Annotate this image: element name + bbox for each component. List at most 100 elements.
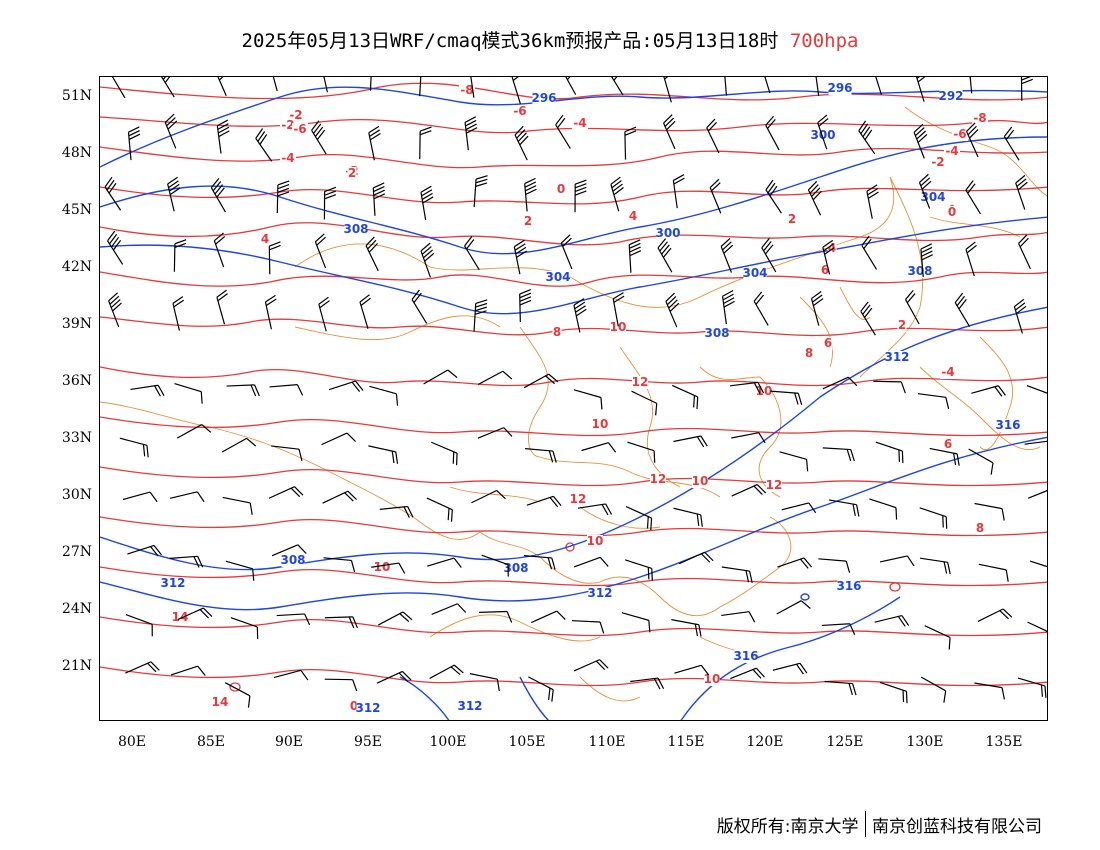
wind-barb bbox=[721, 290, 735, 325]
geopotential-label: 312 bbox=[160, 576, 185, 590]
longitude-label: 115E bbox=[667, 734, 705, 750]
geopotential-label: 304 bbox=[920, 190, 945, 204]
contour-label-background bbox=[897, 319, 907, 332]
wind-barb bbox=[822, 239, 835, 275]
temperature-label: -4 bbox=[281, 151, 294, 165]
contour-label-background bbox=[734, 650, 758, 663]
wind-barb bbox=[221, 437, 257, 453]
chart-title: 2025年05月13日WRF/cmaq模式36km预报产品:05月13日18时 … bbox=[0, 26, 1100, 53]
wind-barb bbox=[965, 241, 977, 277]
wind-barb bbox=[924, 625, 951, 650]
wind-barb bbox=[276, 180, 290, 213]
latitude-label: 39N bbox=[61, 316, 92, 332]
wind-barb bbox=[217, 77, 227, 96]
wind-barb bbox=[824, 680, 857, 696]
contour-label-background bbox=[939, 90, 963, 103]
wind-barb bbox=[268, 486, 304, 499]
geopotential-label: 316 bbox=[733, 649, 758, 663]
wind-barb bbox=[130, 384, 165, 397]
wind-barb bbox=[624, 126, 637, 160]
wind-barb bbox=[321, 432, 356, 446]
latitude-label: 33N bbox=[61, 430, 92, 446]
wind-barb bbox=[122, 491, 158, 503]
longitude-label: 85E bbox=[196, 734, 226, 750]
wind-barb bbox=[369, 385, 399, 406]
contour-label-background bbox=[828, 82, 852, 95]
wind-barb bbox=[971, 385, 1006, 397]
wind-barb bbox=[276, 613, 311, 626]
wind-barb bbox=[879, 555, 915, 567]
temperature-label: 10 bbox=[756, 384, 773, 398]
wind-barb bbox=[423, 369, 458, 385]
wind-barb bbox=[625, 505, 653, 531]
wind-barb bbox=[526, 495, 562, 508]
wind-barb bbox=[419, 77, 422, 97]
contour-label-background bbox=[161, 577, 185, 590]
contour-label-background bbox=[344, 223, 368, 236]
wind-barb bbox=[631, 390, 658, 416]
contour-label-background bbox=[292, 123, 308, 136]
contour-label-background bbox=[632, 376, 648, 389]
geopotential-label: 308 bbox=[704, 326, 729, 340]
wind-barb bbox=[724, 77, 728, 96]
wind-barb bbox=[125, 614, 153, 637]
contour-label-background bbox=[943, 438, 953, 451]
temperature-label: 8 bbox=[976, 521, 984, 535]
latitude-label: 30N bbox=[61, 487, 92, 503]
temperature-label: 10 bbox=[692, 474, 709, 488]
wind-barb bbox=[560, 234, 573, 270]
wind-barb bbox=[324, 678, 358, 692]
wind-barb bbox=[531, 610, 566, 624]
contour-label-background bbox=[766, 479, 782, 492]
geopotential-label: 300 bbox=[655, 226, 680, 240]
wind-barb bbox=[127, 544, 162, 557]
wind-barb bbox=[523, 373, 559, 389]
wind-barb bbox=[706, 118, 720, 154]
wind-barb bbox=[915, 77, 926, 102]
wind-barb bbox=[174, 382, 203, 404]
contour-label-background bbox=[260, 233, 270, 246]
wind-barb bbox=[965, 122, 979, 158]
wind-barb bbox=[974, 502, 1005, 521]
contour-label-background bbox=[610, 321, 626, 334]
wind-barb bbox=[621, 612, 651, 633]
wind-barb bbox=[481, 554, 509, 577]
temperature-label: -4 bbox=[945, 144, 958, 158]
temperature-label: -8 bbox=[460, 83, 473, 97]
temperature-labels: -8-6-4-2-2-6-4-2-8-6-4-20022244466881010… bbox=[172, 83, 988, 713]
contour-label-background bbox=[280, 152, 296, 165]
latitude-label: 48N bbox=[61, 145, 92, 161]
contour-label-background bbox=[546, 271, 570, 284]
wind-barb bbox=[818, 558, 851, 573]
wind-barb bbox=[817, 114, 829, 150]
wind-barb bbox=[322, 490, 357, 504]
wind-barb bbox=[875, 77, 882, 95]
wind-barb bbox=[821, 623, 856, 635]
temperature-label: 8 bbox=[553, 325, 561, 339]
wind-barb bbox=[810, 291, 824, 326]
temperature-label: -8 bbox=[973, 111, 986, 125]
contour-label-background bbox=[650, 473, 666, 486]
wind-barb bbox=[477, 370, 513, 386]
wind-barb bbox=[875, 441, 904, 464]
wind-barb bbox=[572, 620, 605, 634]
wind-barb bbox=[721, 566, 753, 583]
wind-barb bbox=[464, 116, 478, 151]
latitude-label: 36N bbox=[61, 373, 92, 389]
temperature-label: 10 bbox=[704, 672, 721, 686]
wind-barb bbox=[273, 669, 309, 681]
contour-label-background bbox=[656, 227, 680, 240]
contour-label-background bbox=[952, 128, 968, 141]
temperature-label: 2 bbox=[348, 166, 356, 180]
map-svg: -8-6-4-2-2-6-4-2-8-6-4-20022244466881010… bbox=[100, 77, 1047, 720]
wind-barb bbox=[879, 681, 908, 704]
wind-barb bbox=[314, 233, 327, 269]
latitude-label: 27N bbox=[61, 544, 92, 560]
temperature-label: -2 bbox=[931, 155, 944, 169]
contour-label-background bbox=[347, 167, 357, 180]
temperature-label: -4 bbox=[573, 116, 586, 130]
wind-barb bbox=[777, 557, 813, 569]
temperature-label: 12 bbox=[570, 492, 587, 506]
copyright-notice: 版权所有:南京大学 南京创蓝科技有限公司 bbox=[717, 811, 1042, 837]
wind-barb bbox=[822, 376, 858, 390]
